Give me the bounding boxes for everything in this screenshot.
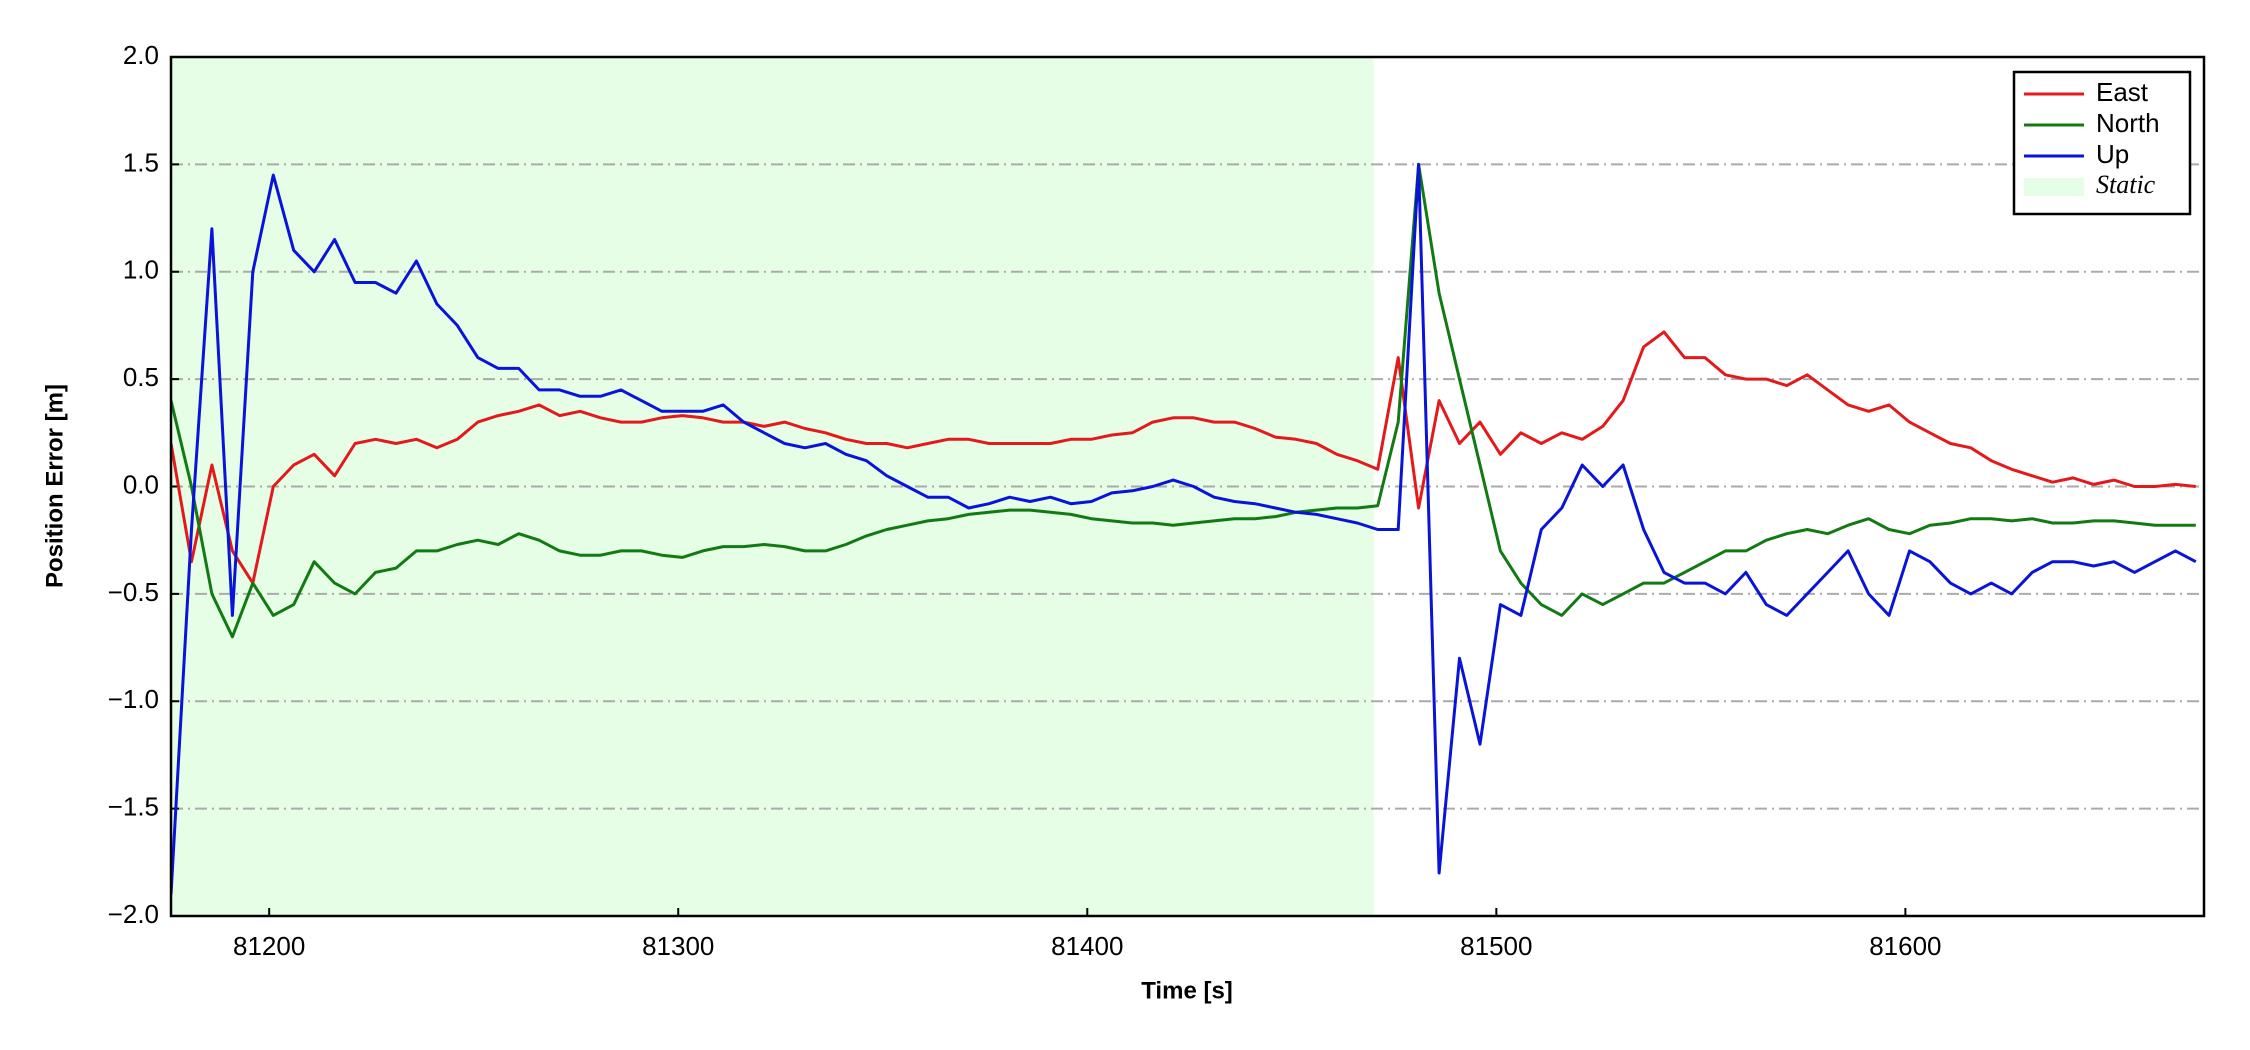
y-axis-label: Position Error [m] [41,384,68,588]
x-tick-label: 81500 [1460,931,1532,961]
x-axis-label: Time [s] [1141,977,1233,1004]
y-tick-label: 1.0 [123,255,159,285]
legend-label: East [2096,77,2149,107]
y-tick-label: 1.5 [123,147,159,177]
y-tick-label: −2.0 [108,899,159,929]
y-tick-label: 2.0 [123,40,159,70]
x-tick-label: 81600 [1869,931,1941,961]
plot-frame [169,55,2206,918]
y-tick-label: 0.0 [123,469,159,499]
legend-label: Up [2096,139,2129,169]
series-line [171,330,2196,585]
legend-swatch [2024,178,2084,196]
plot-lines [171,162,2197,895]
x-tick-label: 81400 [1051,931,1123,961]
series-line [171,162,2197,895]
legend-label: Static [2096,170,2156,199]
x-tick-label: 81200 [233,931,305,961]
y-tick-label: −1.5 [108,792,159,822]
y-tick-label: 0.5 [123,362,159,392]
series-line [171,162,2196,639]
y-tick-label: −0.5 [108,577,159,607]
x-tick-label: 81300 [642,931,714,961]
y-tick-label: −1.0 [108,684,159,714]
legend-label: North [2096,108,2160,138]
